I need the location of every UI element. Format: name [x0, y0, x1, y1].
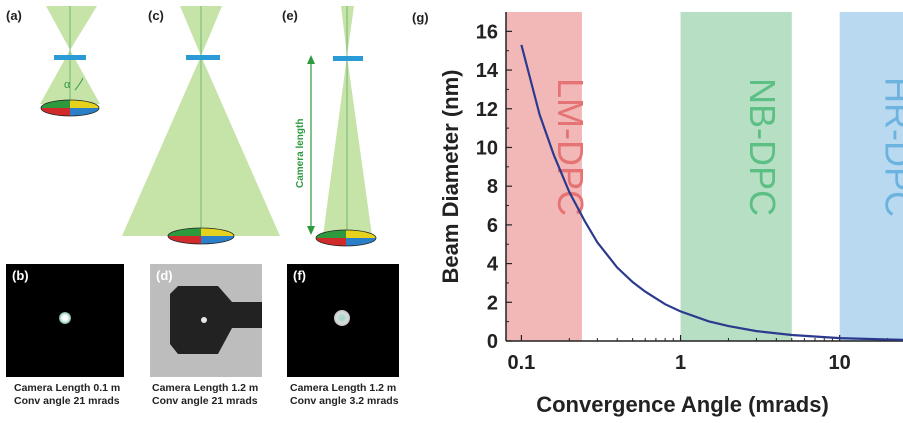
y-tick-label: 14	[476, 60, 499, 82]
panel-label-c: (c)	[148, 8, 164, 23]
beam-spot-b	[59, 312, 71, 324]
diagram-c	[122, 6, 280, 245]
caption-d-line1: Camera Length 1.2 m	[152, 382, 259, 394]
caption-f-line2: Conv angle 3.2 mrads	[290, 395, 399, 407]
diagram-e: Camera length	[295, 6, 377, 247]
y-tick-label: 8	[487, 176, 498, 198]
caption-b-line1: Camera Length 0.1 m	[14, 382, 121, 394]
y-tick-label: 12	[476, 99, 498, 121]
beam-cone-lower-e	[323, 56, 372, 236]
detector-c	[167, 227, 235, 245]
x-axis-label: Convergence Angle (mrads)	[536, 392, 829, 417]
camera-length-label: Camera length	[295, 119, 306, 188]
y-tick-label: 10	[476, 137, 498, 159]
diffraction-image-d: (d)	[150, 264, 262, 377]
y-tick-label: 4	[487, 254, 499, 276]
shadow-shape	[170, 286, 262, 354]
region-lm-dpc	[506, 12, 582, 341]
y-tick-label: 6	[487, 215, 498, 237]
panel-label-a: (a)	[6, 8, 22, 23]
y-tick-label: 0	[487, 331, 498, 353]
arrow-head-bottom	[307, 226, 315, 235]
caption-f-line1: Camera Length 1.2 m	[290, 382, 397, 394]
x-tick-label: 10	[829, 352, 851, 374]
panel-label-d: (d)	[156, 268, 173, 283]
panel-label-b: (b)	[12, 268, 29, 283]
sample-a	[54, 55, 86, 60]
panel-label-g: (g)	[412, 10, 429, 25]
region-hr-dpc	[839, 12, 903, 341]
region-nb-dpc	[680, 12, 792, 341]
diffraction-image-f: (f)	[287, 264, 399, 377]
series-line	[520, 44, 903, 341]
x-tick-label: 0.1	[508, 352, 536, 374]
region-label-nb-dpc: NB-DPC	[742, 78, 783, 216]
caption-f: Camera Length 1.2 m Conv angle 3.2 mrads	[290, 382, 399, 408]
diffraction-image-b: (b)	[6, 264, 124, 377]
beam-spot-d	[201, 317, 207, 323]
x-tick-label: 1	[675, 352, 686, 374]
y-tick-label: 2	[487, 292, 498, 314]
sample-e	[333, 56, 363, 61]
sample-c	[186, 55, 220, 60]
arrow-head-top	[307, 55, 315, 64]
caption-d-line2: Conv angle 21 mrads	[152, 395, 258, 407]
alpha-arc	[74, 77, 84, 91]
panel-label-f: (f)	[293, 268, 306, 283]
alpha-symbol: α	[64, 79, 71, 91]
caption-b: Camera Length 0.1 m Conv angle 21 mrads	[14, 382, 120, 408]
y-axis-label: Beam Diameter (nm)	[438, 70, 463, 284]
region-label-hr-dpc: HR-DPC	[877, 77, 903, 217]
detector-a	[40, 99, 100, 117]
y-tick-label: 16	[476, 21, 498, 43]
beam-cone-upper-e	[341, 6, 354, 56]
detector-shadow	[170, 286, 262, 354]
panel-label-e: (e)	[282, 8, 298, 23]
detector-e	[315, 229, 377, 247]
beam-spot-f	[334, 310, 350, 326]
beam-cone-upper-a	[46, 6, 97, 50]
caption-b-line2: Conv angle 21 mrads	[14, 395, 120, 407]
diagram-a: α	[40, 6, 100, 117]
caption-d: Camera Length 1.2 m Conv angle 21 mrads	[152, 382, 258, 408]
